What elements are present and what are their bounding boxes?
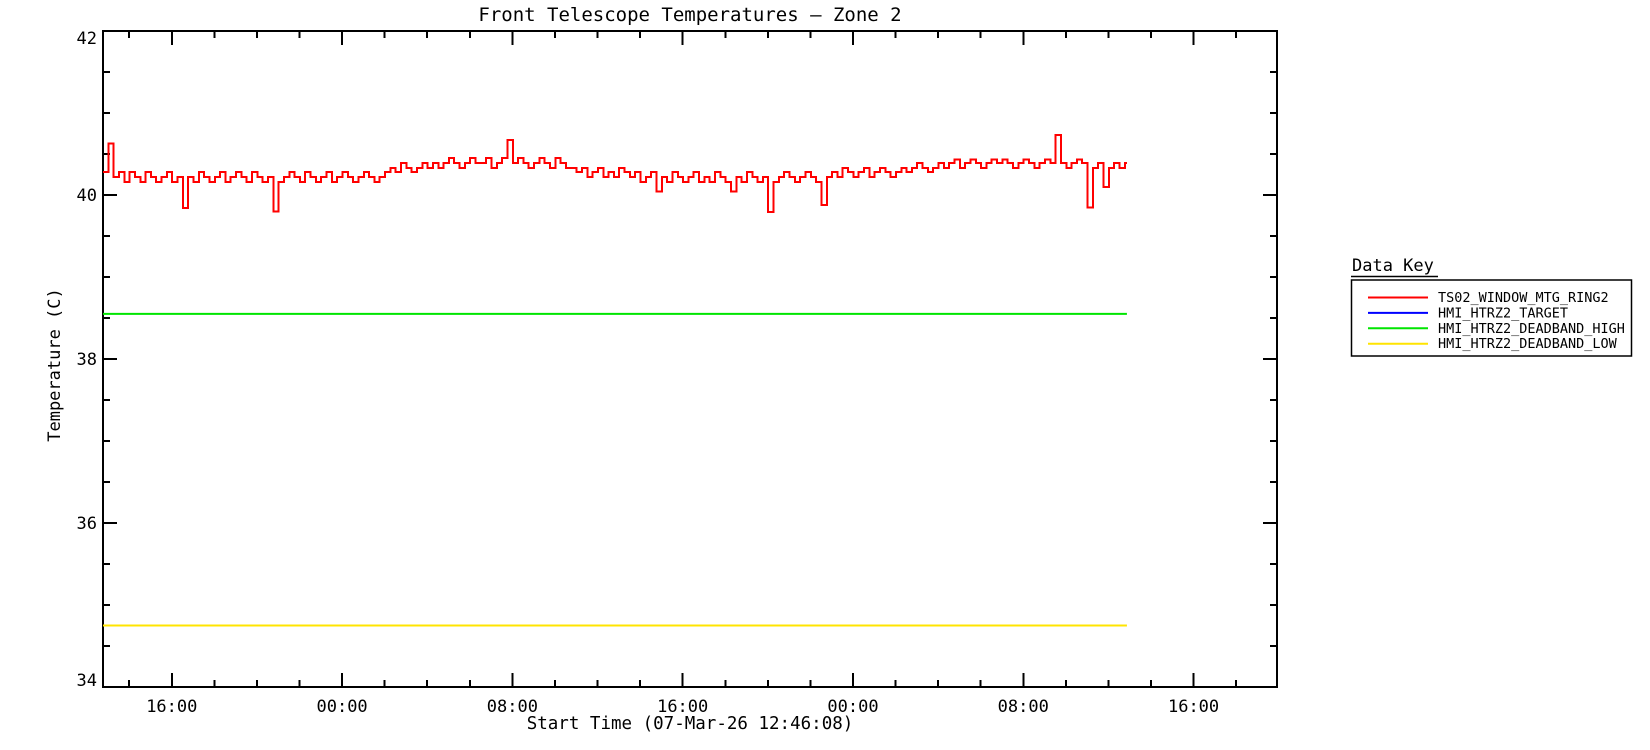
legend-entry: HMI_HTRZ2_DEADBAND_LOW bbox=[1368, 336, 1618, 352]
y-tick-label: 34 bbox=[77, 671, 97, 691]
series-ts02-window-mtg-ring2 bbox=[103, 134, 1127, 214]
x-tick-label: 16:00 bbox=[1168, 697, 1219, 717]
x-tick-label: 16:00 bbox=[146, 697, 197, 717]
legend-entry: TS02_WINDOW_MTG_RING2 bbox=[1368, 290, 1609, 306]
legend-title: Data Key bbox=[1352, 256, 1434, 276]
legend-entry: HMI_HTRZ2_DEADBAND_HIGH bbox=[1368, 321, 1625, 337]
chart-title: Front Telescope Temperatures — Zone 2 bbox=[478, 4, 901, 26]
legend: Data Key TS02_WINDOW_MTG_RING2HMI_HTRZ2_… bbox=[1350, 256, 1633, 357]
legend-entries: TS02_WINDOW_MTG_RING2HMI_HTRZ2_TARGETHMI… bbox=[1368, 290, 1625, 352]
plot-axes bbox=[102, 30, 1278, 688]
legend-entry-label: HMI_HTRZ2_DEADBAND_LOW bbox=[1438, 336, 1618, 352]
y-tick-label: 42 bbox=[77, 29, 97, 49]
y-tick-label: 38 bbox=[77, 350, 97, 370]
legend-entry: HMI_HTRZ2_TARGET bbox=[1368, 305, 1568, 321]
axis-tick-labels: 16:00 00:00 08:00 16:00 00:00 08:00 16:00 34 36 3… bbox=[77, 29, 1220, 717]
legend-entry-label: TS02_WINDOW_MTG_RING2 bbox=[1438, 290, 1609, 306]
x-axis-title: Start Time (07-Mar-26 12:46:08) bbox=[527, 714, 854, 734]
data-series-layer bbox=[103, 134, 1127, 627]
legend-entry-label: HMI_HTRZ2_DEADBAND_HIGH bbox=[1438, 321, 1625, 337]
legend-entry-label: HMI_HTRZ2_TARGET bbox=[1438, 305, 1568, 321]
legend-box bbox=[1350, 279, 1633, 357]
y-axis-title: Temperature (C) bbox=[45, 288, 65, 442]
x-tick-label: 16:00 bbox=[657, 697, 708, 717]
x-tick-label: 00:00 bbox=[827, 697, 878, 717]
x-tick-label: 08:00 bbox=[998, 697, 1049, 717]
plot-border bbox=[102, 30, 1278, 688]
x-tick-label: 00:00 bbox=[316, 697, 367, 717]
y-tick-label: 40 bbox=[77, 186, 97, 206]
x-tick-label: 08:00 bbox=[487, 697, 538, 717]
y-tick-label: 36 bbox=[77, 514, 97, 534]
